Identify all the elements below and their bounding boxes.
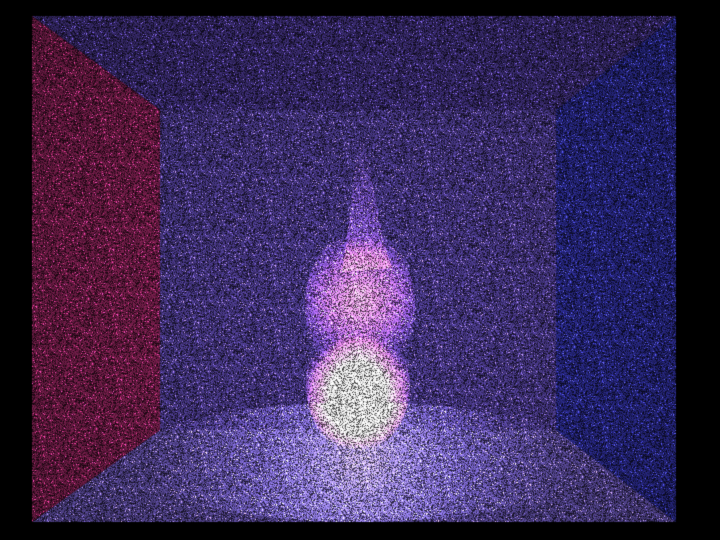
cornell-box-render: [0, 0, 720, 540]
render-viewport: [0, 0, 720, 540]
